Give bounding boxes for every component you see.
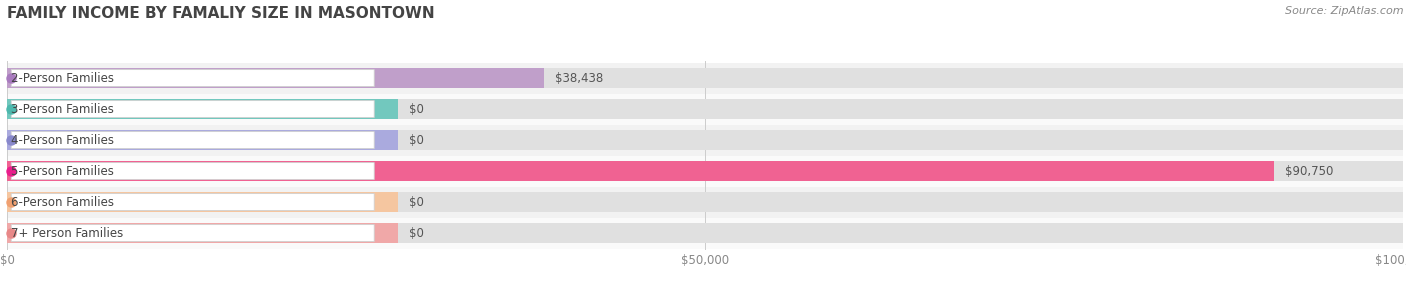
Text: 3-Person Families: 3-Person Families [11, 102, 114, 116]
Bar [7, 68, 1403, 88]
Bar [7, 63, 1403, 94]
Bar [7, 99, 398, 119]
Bar [7, 192, 1403, 212]
Text: 7+ Person Families: 7+ Person Families [11, 227, 124, 239]
Bar [7, 224, 398, 243]
FancyBboxPatch shape [11, 101, 374, 117]
Text: 2-Person Families: 2-Person Families [11, 72, 114, 84]
Bar [7, 161, 1274, 181]
Text: $0: $0 [409, 227, 425, 239]
Bar [7, 94, 1403, 124]
FancyBboxPatch shape [11, 70, 374, 87]
Text: FAMILY INCOME BY FAMALIY SIZE IN MASONTOWN: FAMILY INCOME BY FAMALIY SIZE IN MASONTO… [7, 6, 434, 21]
Bar [7, 124, 1403, 156]
Text: 4-Person Families: 4-Person Families [11, 134, 114, 146]
Text: $0: $0 [409, 102, 425, 116]
FancyBboxPatch shape [11, 224, 374, 242]
Bar [7, 217, 1403, 249]
Bar [7, 99, 1403, 119]
Text: $0: $0 [409, 134, 425, 146]
Bar [7, 131, 1403, 150]
Bar [7, 187, 1403, 217]
Bar [7, 156, 1403, 187]
Text: 5-Person Families: 5-Person Families [11, 165, 114, 178]
FancyBboxPatch shape [11, 131, 374, 149]
Bar [7, 192, 398, 212]
Text: Source: ZipAtlas.com: Source: ZipAtlas.com [1285, 6, 1403, 16]
FancyBboxPatch shape [11, 194, 374, 210]
Text: $38,438: $38,438 [555, 72, 603, 84]
FancyBboxPatch shape [11, 163, 374, 180]
Bar [7, 224, 1403, 243]
Text: $90,750: $90,750 [1285, 165, 1333, 178]
Bar [7, 68, 544, 88]
Text: $0: $0 [409, 196, 425, 209]
Bar [7, 161, 1403, 181]
Text: 6-Person Families: 6-Person Families [11, 196, 114, 209]
Bar [7, 131, 398, 150]
